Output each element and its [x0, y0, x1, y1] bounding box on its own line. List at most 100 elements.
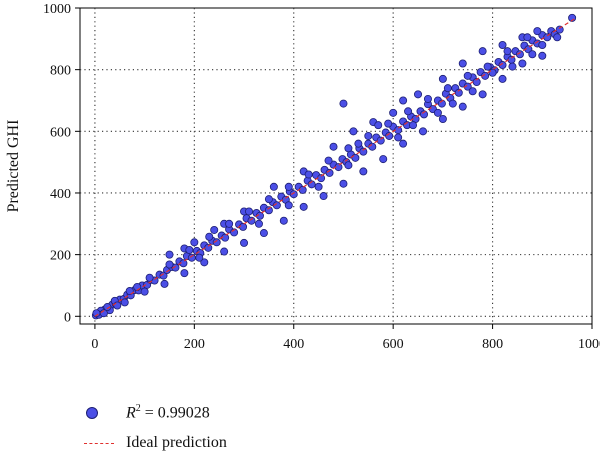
scatter-point	[314, 182, 323, 191]
y-axis-title: Predicted GHI	[5, 120, 22, 213]
x-tick-label: 400	[283, 337, 304, 352]
scatter-point	[418, 127, 427, 136]
scatter-point	[187, 253, 196, 262]
scatter-point	[478, 47, 487, 56]
scatter-point	[394, 133, 403, 142]
scatter-point	[264, 195, 273, 204]
scatter-point	[205, 232, 214, 241]
scatter-point	[304, 170, 313, 179]
y-tick-label: 400	[50, 187, 71, 202]
scatter-point	[349, 127, 358, 136]
scatter-point	[354, 139, 363, 148]
ideal-line-group	[94, 18, 575, 317]
scatter-point	[364, 131, 373, 140]
scatter-point	[555, 25, 564, 34]
scatter-point	[483, 62, 492, 71]
scatter-point	[458, 59, 467, 68]
scatter-point	[259, 229, 268, 238]
scatter-point	[247, 216, 256, 225]
scatter-point	[419, 110, 428, 119]
scatter-point	[438, 74, 447, 83]
scatter-point	[225, 219, 234, 228]
dashed-line-icon	[84, 436, 118, 450]
scatter-marker-icon	[84, 406, 118, 420]
scatter-point	[503, 47, 512, 56]
x-tick-label: 0	[91, 337, 98, 352]
scatter-point	[515, 50, 524, 59]
scatter-point	[269, 182, 278, 191]
scatter-point	[359, 167, 368, 176]
grid-lines	[80, 8, 592, 324]
scatter-point	[165, 250, 174, 259]
scatter-point	[498, 61, 507, 70]
scatter-point	[384, 119, 393, 128]
legend-item-ideal: Ideal prediction	[84, 428, 227, 458]
scatter-point	[399, 139, 408, 148]
legend-label-scatter: R2 = 0.99028	[126, 403, 210, 422]
scatter-point	[478, 90, 487, 99]
y-tick-label: 0	[64, 310, 71, 325]
scatter-point	[498, 40, 507, 49]
scatter-point	[423, 94, 432, 103]
scatter-point	[195, 253, 204, 262]
scatter-point	[414, 90, 423, 99]
scatter-point	[339, 179, 348, 188]
scatter-point	[468, 87, 477, 96]
y-tick-label: 200	[50, 249, 71, 264]
scatter-point	[254, 219, 263, 228]
scatter-point	[125, 287, 134, 296]
scatter-point	[120, 298, 129, 307]
scatter-point	[399, 96, 408, 105]
scatter-point	[498, 74, 507, 83]
legend: R2 = 0.99028 Ideal prediction	[84, 398, 227, 458]
scatter-point	[528, 50, 537, 59]
scatter-point	[438, 114, 447, 123]
scatter-point	[284, 182, 293, 191]
scatter-point	[404, 107, 413, 116]
legend-item-scatter: R2 = 0.99028	[84, 398, 227, 428]
scatter-point	[443, 84, 452, 93]
y-tick-label: 600	[50, 125, 71, 140]
scatter-point	[190, 238, 199, 247]
scatter-point	[140, 287, 149, 296]
x-tick-label: 200	[184, 337, 205, 352]
scatter-point	[165, 260, 174, 269]
scatter-point	[518, 59, 527, 68]
scatter-point	[103, 303, 112, 312]
scatter-point	[240, 238, 249, 247]
y-tick-label: 1000	[43, 2, 71, 17]
scatter-point	[239, 222, 248, 231]
y-axis-ticks: 0 200 400 600 800 1000	[43, 2, 80, 325]
scatter-point	[385, 131, 394, 140]
scatter-point	[324, 156, 333, 165]
ideal-prediction-line	[94, 18, 575, 317]
x-tick-label: 800	[482, 337, 503, 352]
scatter-point	[113, 301, 122, 310]
scatter-point	[319, 192, 328, 201]
scatter-point	[339, 99, 348, 108]
scatter-point	[508, 62, 517, 71]
scatter-point	[523, 33, 532, 42]
scatter-point	[325, 168, 334, 177]
scatter-point	[264, 206, 273, 215]
scatter-point	[351, 153, 360, 162]
scatter-point	[180, 269, 189, 278]
scatter-point	[298, 185, 307, 194]
scatter-point	[488, 68, 497, 77]
scatter-point	[344, 161, 353, 170]
x-tick-label: 600	[383, 337, 404, 352]
scatter-point	[368, 142, 377, 151]
scatter-point	[245, 207, 254, 216]
scatter-point	[533, 27, 542, 36]
scatter-point	[200, 258, 209, 267]
scatter-point	[448, 99, 457, 108]
scatter-point	[409, 121, 418, 130]
scatter-point	[389, 108, 398, 117]
scatter-point	[433, 108, 442, 117]
scatter-point	[220, 247, 229, 256]
scatter-point	[145, 273, 154, 282]
scatter-point	[553, 33, 562, 42]
scatter-point	[284, 201, 293, 210]
scatter-point	[344, 144, 353, 153]
